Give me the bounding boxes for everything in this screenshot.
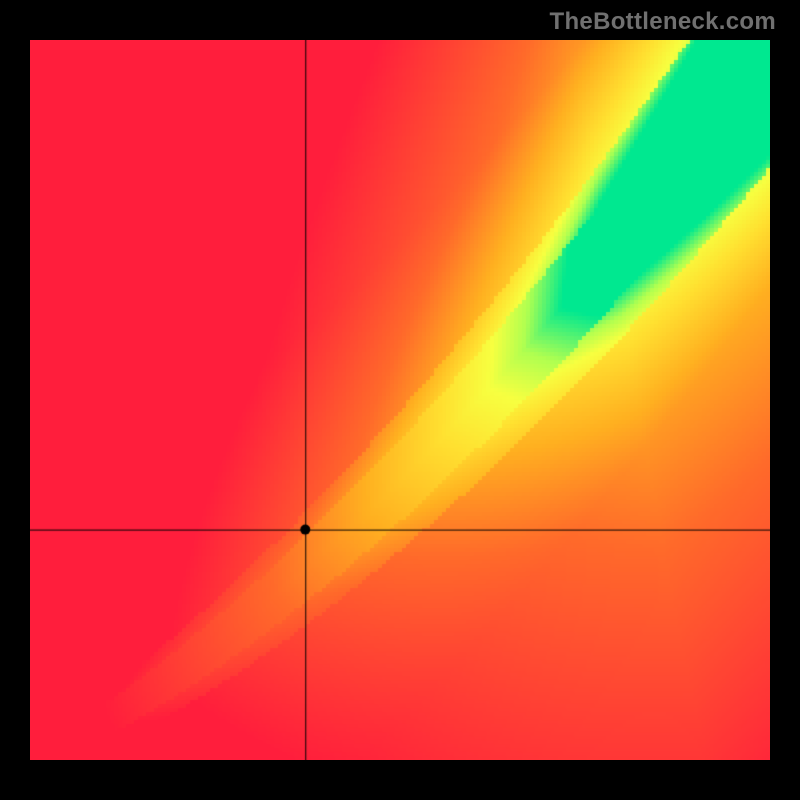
watermark-text: TheBottleneck.com (550, 8, 776, 36)
bottleneck-heatmap (30, 40, 770, 760)
